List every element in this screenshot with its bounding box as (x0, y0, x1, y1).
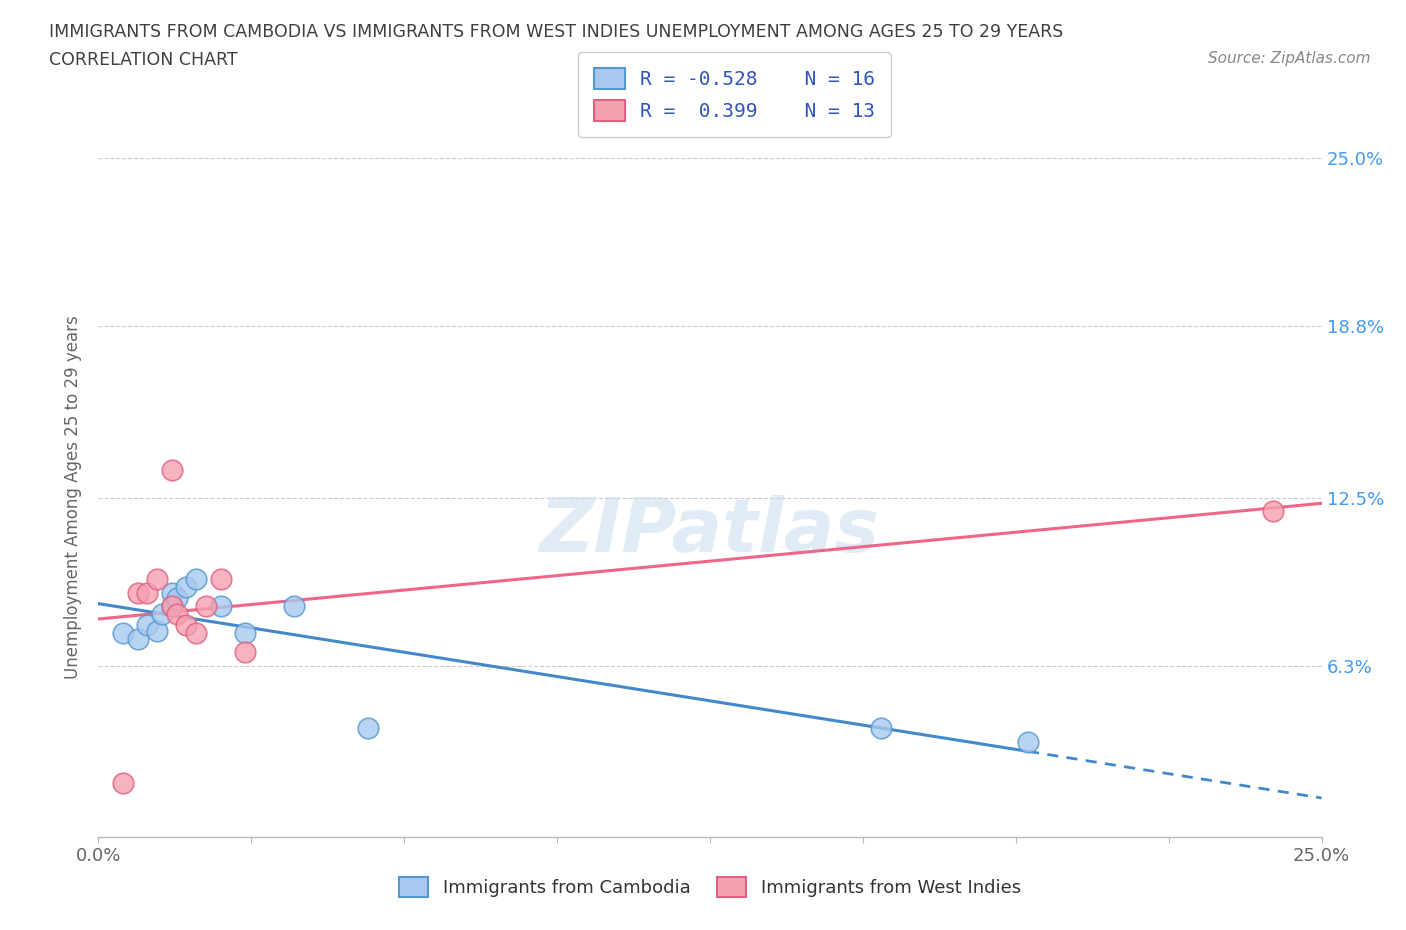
Point (166, 591, 188, 605)
Point (127, 585, 149, 600)
Point (160, 463, 183, 478)
Point (136, 585, 159, 600)
Point (356, 721, 378, 736)
Point (146, 623, 169, 638)
Point (160, 599, 183, 614)
Point (870, 721, 893, 736)
Text: IMMIGRANTS FROM CAMBODIA VS IMMIGRANTS FROM WEST INDIES UNEMPLOYMENT AMONG AGES : IMMIGRANTS FROM CAMBODIA VS IMMIGRANTS F… (49, 23, 1063, 41)
Point (186, 626, 208, 641)
Legend: Immigrants from Cambodia, Immigrants from West Indies: Immigrants from Cambodia, Immigrants fro… (391, 868, 1029, 906)
Point (160, 585, 183, 600)
Point (209, 599, 232, 614)
Point (166, 607, 188, 622)
Point (136, 618, 159, 632)
Point (150, 607, 173, 622)
Point (1261, 504, 1284, 519)
Point (186, 572, 208, 587)
Point (160, 599, 183, 614)
Point (233, 644, 256, 659)
Point (195, 599, 218, 614)
Point (1017, 735, 1039, 750)
Point (111, 626, 134, 641)
Point (176, 579, 198, 594)
Point (233, 626, 256, 641)
Point (146, 572, 169, 587)
Point (111, 776, 134, 790)
Point (127, 631, 149, 646)
Y-axis label: Unemployment Among Ages 25 to 29 years: Unemployment Among Ages 25 to 29 years (65, 315, 83, 680)
Point (176, 618, 198, 632)
Text: Source: ZipAtlas.com: Source: ZipAtlas.com (1208, 51, 1371, 66)
Text: CORRELATION CHART: CORRELATION CHART (49, 51, 238, 69)
Point (283, 599, 305, 614)
Point (209, 572, 232, 587)
Text: ZIPatlas: ZIPatlas (540, 495, 880, 568)
